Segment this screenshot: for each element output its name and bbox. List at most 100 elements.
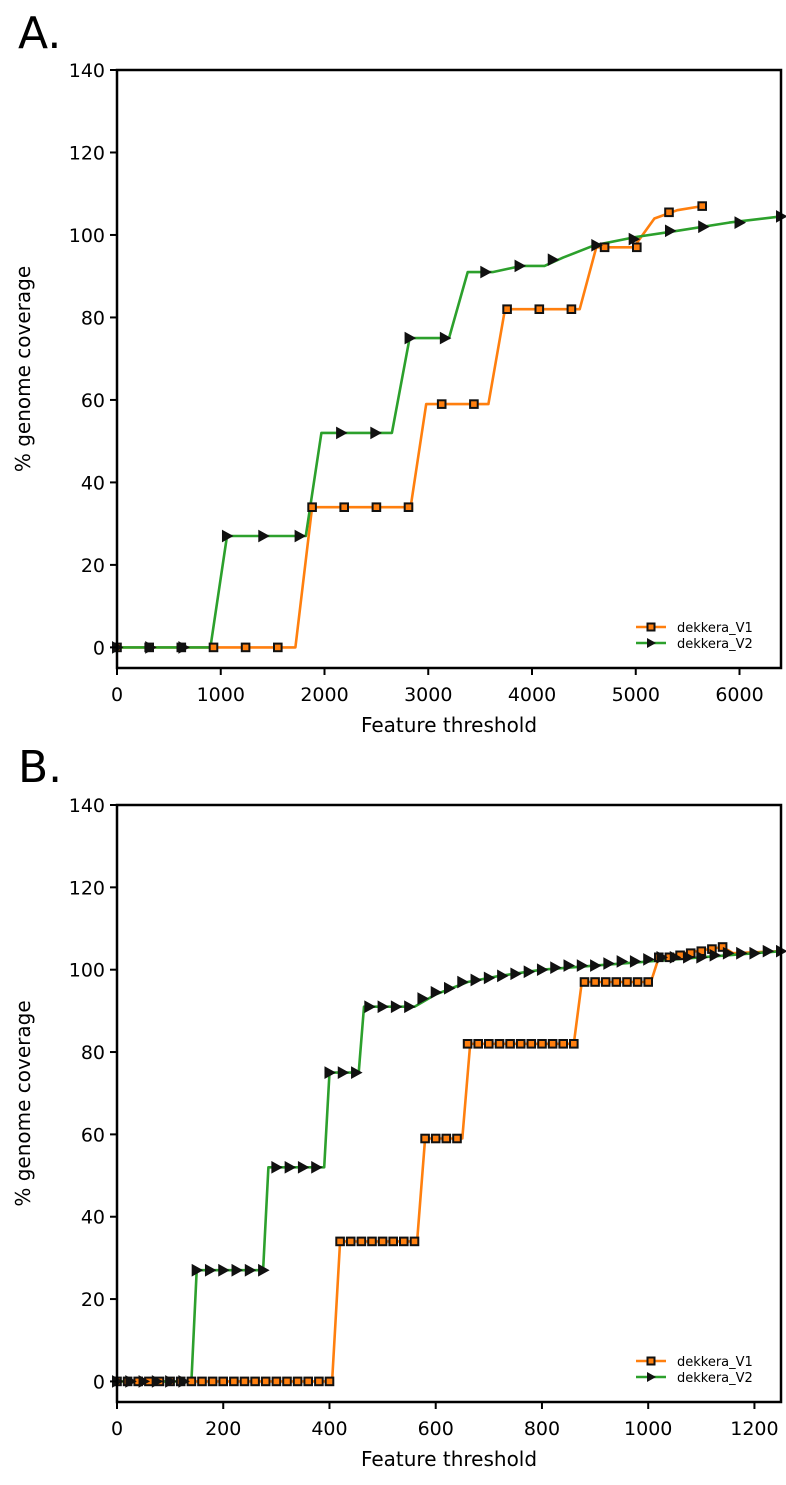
y-tick-label: 140 [69, 60, 105, 82]
data-point [547, 1039, 558, 1049]
data-point [409, 1236, 420, 1247]
data-point [294, 529, 307, 543]
x-tick-label: 400 [311, 1418, 347, 1440]
data-point [345, 1236, 356, 1247]
y-tick-label: 60 [81, 1124, 105, 1146]
data-point [629, 955, 642, 968]
data-point [526, 1039, 537, 1049]
data-point [377, 1000, 390, 1014]
data-point [258, 529, 270, 543]
x-axis-label: Feature threshold [361, 713, 537, 737]
y-axis-label: % genome coverage [11, 1000, 35, 1206]
data-point [430, 985, 443, 999]
data-point [576, 959, 589, 972]
x-tick-label: 1200 [730, 1418, 778, 1440]
x-tick-label: 1000 [197, 684, 245, 706]
y-tick-label: 140 [69, 795, 105, 817]
x-tick-label: 0 [111, 684, 123, 706]
y-tick-label: 40 [81, 472, 105, 494]
data-point [603, 957, 615, 970]
data-point [314, 1376, 324, 1387]
data-point [240, 642, 251, 653]
data-point [390, 1000, 403, 1014]
data-point [709, 948, 722, 962]
data-point [497, 969, 509, 983]
data-point [430, 1133, 441, 1144]
data-point [480, 265, 492, 279]
data-point [628, 232, 641, 246]
panel-label: A. [18, 8, 61, 59]
data-point [208, 642, 219, 653]
data-point [364, 1000, 376, 1014]
data-point [505, 1039, 515, 1049]
data-point [664, 224, 677, 238]
data-point [717, 942, 728, 952]
legend-marker [647, 1372, 656, 1382]
panel-label: B. [18, 742, 62, 793]
data-point [218, 1263, 230, 1277]
data-point [599, 242, 610, 253]
data-point [239, 1376, 250, 1387]
data-point [643, 953, 655, 966]
data-point [165, 1375, 177, 1388]
data-point [371, 502, 382, 512]
data-point [370, 426, 382, 440]
data-point [590, 959, 602, 972]
data-point [337, 1066, 350, 1079]
data-point [404, 1000, 416, 1014]
data-point [297, 1160, 310, 1174]
data-point [558, 1039, 569, 1049]
data-point [515, 1039, 526, 1049]
data-point [324, 1376, 335, 1387]
data-point [736, 946, 748, 960]
x-tick-label: 1000 [624, 1418, 672, 1440]
data-point [367, 1236, 377, 1247]
panel-a: A. 0 1000 2000 3000 4000 5000 6000 0 20 40 60 80 100 1… [11, 8, 786, 737]
data-point [473, 1039, 483, 1049]
x-tick-label: 3000 [404, 684, 452, 706]
y-tick-label: 120 [69, 877, 105, 899]
data-point [484, 1039, 494, 1049]
data-point [632, 977, 643, 987]
y-tick-label: 80 [81, 1042, 105, 1064]
data-point [669, 950, 682, 964]
data-point [178, 641, 190, 654]
data-point [590, 977, 600, 987]
data-point [207, 1376, 218, 1387]
data-point [197, 1376, 207, 1387]
legend-label: dekkera_V2 [677, 1371, 753, 1386]
data-point [356, 1236, 367, 1247]
data-point [250, 1376, 260, 1387]
data-point [547, 253, 560, 267]
y-tick-label: 0 [93, 637, 105, 659]
data-point [436, 399, 447, 409]
data-point [258, 1263, 270, 1277]
data-point [273, 642, 283, 653]
data-point [351, 1066, 363, 1079]
data-point [404, 331, 417, 345]
data-point [399, 1236, 409, 1247]
data-point [569, 1039, 579, 1049]
data-point [483, 971, 496, 985]
data-point [403, 502, 414, 512]
data-point [550, 961, 562, 974]
data-point [563, 959, 576, 972]
data-point [514, 259, 527, 273]
data-point [441, 1133, 452, 1144]
data-point [221, 529, 234, 543]
x-tick-label: 600 [418, 1418, 454, 1440]
plot-area [112, 942, 786, 1388]
data-point [292, 1376, 303, 1387]
y-tick-label: 20 [81, 1289, 105, 1311]
data-point [734, 216, 747, 229]
legend-label: dekkera_V1 [677, 621, 753, 636]
data-point [311, 1160, 323, 1174]
legend-marker [646, 1356, 656, 1366]
data-point [470, 973, 483, 987]
data-point [244, 1263, 257, 1277]
data-point [611, 977, 622, 987]
data-point [417, 992, 429, 1005]
data-point [643, 977, 654, 987]
